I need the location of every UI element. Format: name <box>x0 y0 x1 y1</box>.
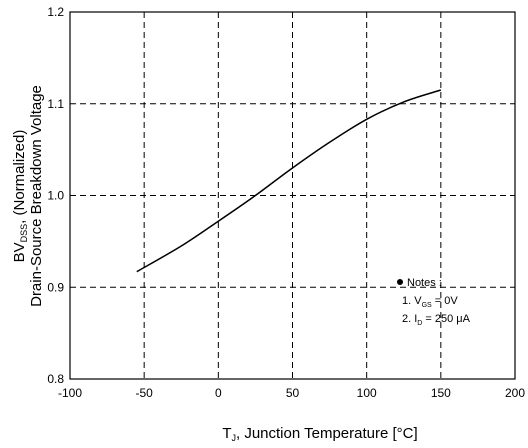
notes-line-1: 1. VGS = 0V <box>402 295 458 309</box>
x-tick-label: 0 <box>215 386 222 400</box>
y-tick-label: 1.0 <box>47 189 64 203</box>
notes-title: Notes : <box>407 277 442 289</box>
grid-lines <box>70 12 515 379</box>
x-tick-label: -100 <box>58 386 82 400</box>
y-axis-label-line-1: BVDSS, (Normalized) <box>11 130 29 263</box>
series-line <box>136 89 442 273</box>
x-tick-label: 150 <box>431 386 451 400</box>
x-tick-labels: -100 -50 0 50 100 150 200 <box>58 386 525 400</box>
y-tick-label: 0.9 <box>47 280 64 294</box>
plot-frame <box>69 11 516 380</box>
y-tick-labels: 0.8 0.9 1.0 1.1 1.2 <box>47 5 64 386</box>
notes-bullet-icon <box>397 279 403 285</box>
y-tick-label: 1.2 <box>47 5 64 19</box>
x-axis-label: TJ, Junction Temperature [°C] <box>222 425 417 443</box>
x-tick-label: 200 <box>505 386 525 400</box>
notes-box: Notes : 1. VGS = 0V 2. ID = 250 μA <box>397 277 471 327</box>
notes-line-2: 2. ID = 250 μA <box>402 313 471 327</box>
x-tick-label: -50 <box>135 386 153 400</box>
y-tick-label: 0.8 <box>47 372 64 386</box>
y-tick-label: 1.1 <box>47 97 64 111</box>
y-axis-label-line-2: Drain-Source Breakdown Voltage <box>28 85 45 307</box>
x-tick-label: 50 <box>286 386 300 400</box>
x-tick-label: 100 <box>357 386 377 400</box>
